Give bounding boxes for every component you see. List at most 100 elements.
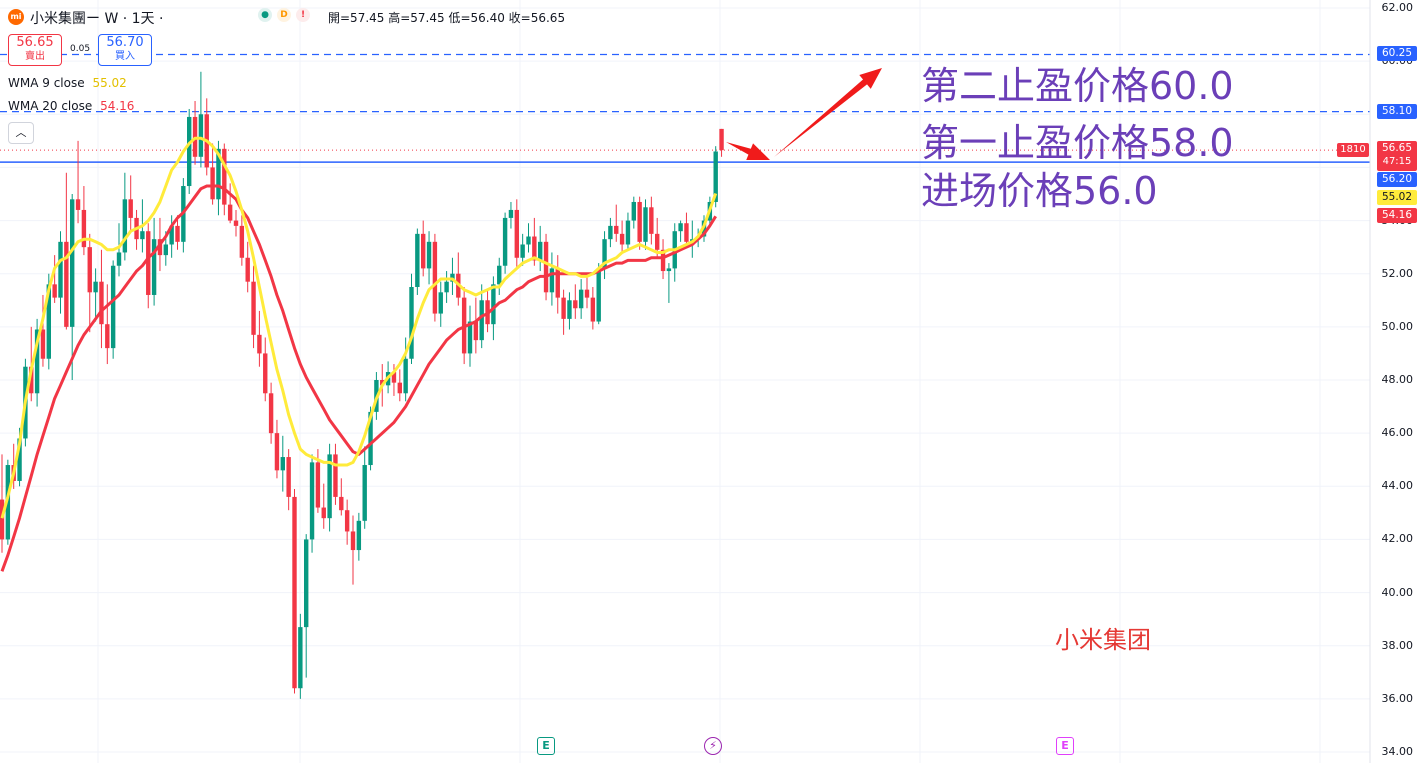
last-price-label: 56.65 47:15 [1377,141,1417,171]
candle-body [596,268,601,322]
entry-annotation[interactable]: 进场价格56.0 [921,169,1158,213]
candle-body [210,167,215,200]
wma9-legend-value: 55.02 [92,76,127,90]
candle-body [216,148,221,200]
entry-price-label: 56.20 [1377,172,1417,187]
candle-body [421,233,426,269]
candle-body [719,128,724,151]
buy-label: 買入 [115,51,135,62]
candle-body [660,249,666,272]
y-tick-label: 36.00 [1381,691,1414,705]
symbol-title[interactable]: 小米集團ー W · 1天 · [30,11,164,27]
candle-body [532,236,537,261]
candle-body [339,496,344,511]
y-tick-label: 48.00 [1381,373,1414,386]
candle-body [198,114,204,157]
y-tick-label: 62.00 [1381,1,1414,14]
candle-body [187,116,192,187]
dividend-event-icon[interactable]: ⚡ [704,737,722,755]
candle-body [58,241,63,298]
candle-body [391,372,397,383]
tp2-price-label: 60.25 [1377,46,1417,61]
candle-body [75,199,81,210]
market-status-dot-icon[interactable]: ● [258,8,272,22]
candle-body [426,241,432,269]
candle-body [356,520,362,551]
candle-body [304,539,309,628]
candle-body [52,284,57,298]
collapse-legend-button[interactable]: ︿ [8,122,34,144]
candle-body [619,233,625,245]
y-tick-label: 34.00 [1381,745,1414,758]
sell-button[interactable]: 56.65 賣出 [8,34,62,66]
candle-body [549,268,555,293]
candle-body [105,324,110,349]
candle-body [309,462,315,540]
candle-body [251,281,256,335]
wma9-legend-label: WMA 9 close [8,76,85,90]
tp1-annotation[interactable]: 第一止盈价格58.0 [921,121,1234,165]
candle-body [614,225,619,234]
candle-body [403,358,408,394]
candle-body [526,236,531,245]
candle-body [46,284,51,359]
candle-body [502,217,508,266]
candle-body [573,300,578,309]
candle-body [146,231,151,295]
candle-body [444,281,449,293]
candle-body [508,209,514,218]
candle-body [409,287,414,359]
candle-body [350,531,356,551]
candle-body [538,241,543,261]
candle-body [280,457,285,471]
buy-button[interactable]: 56.70 買入 [98,34,152,66]
candle-body [239,225,245,258]
delay-badge[interactable]: D [277,8,291,22]
wma9-price-label: 55.02 [1377,190,1417,205]
candle-body [298,627,303,689]
candle-body [163,244,168,256]
candle-body [631,201,636,221]
candle-body [151,239,157,295]
candle-body [17,438,22,481]
candle-body [122,199,128,253]
candle-body [713,151,718,202]
watermark-text[interactable]: 小米集团 [1055,626,1151,654]
earnings-event-upcoming-icon[interactable]: E [1056,737,1074,755]
candle-body [432,241,438,314]
candle-body [140,231,145,240]
sell-price: 56.65 [16,35,54,50]
candle-body [321,507,326,519]
xiaomi-logo-icon: mi [8,9,24,25]
candle-body [555,268,560,298]
alert-badge[interactable]: ! [296,8,310,22]
candle-body [584,289,590,298]
candle-body [362,465,367,521]
earnings-event-icon[interactable]: E [537,737,555,755]
candle-body [590,297,596,322]
candle-body [315,462,321,508]
tp1-price-label: 58.10 [1377,104,1417,119]
tp-arrow-icon [774,68,882,157]
candle-body [520,244,525,258]
wma20-legend[interactable]: WMA 20 close 54.16 [8,99,134,113]
y-tick-label: 40.00 [1381,585,1414,599]
wma20-legend-value: 54.16 [100,99,135,113]
ticker-code-label: 1810 [1337,143,1369,157]
candle-body [368,411,373,466]
candle-body [666,268,672,272]
candle-body [578,289,584,309]
buy-price: 56.70 [106,35,144,50]
candle-body [567,300,572,319]
candle-body [684,223,689,242]
candle-body [99,281,104,325]
candle-body [608,225,613,240]
candle-body [327,454,332,519]
candle-body [479,300,484,341]
wma9-legend[interactable]: WMA 9 close 55.02 [8,76,127,90]
tp2-annotation[interactable]: 第二止盈价格60.0 [921,64,1234,108]
wma9-line [0,136,718,519]
candle-body [64,241,69,327]
candle-body [233,220,239,226]
